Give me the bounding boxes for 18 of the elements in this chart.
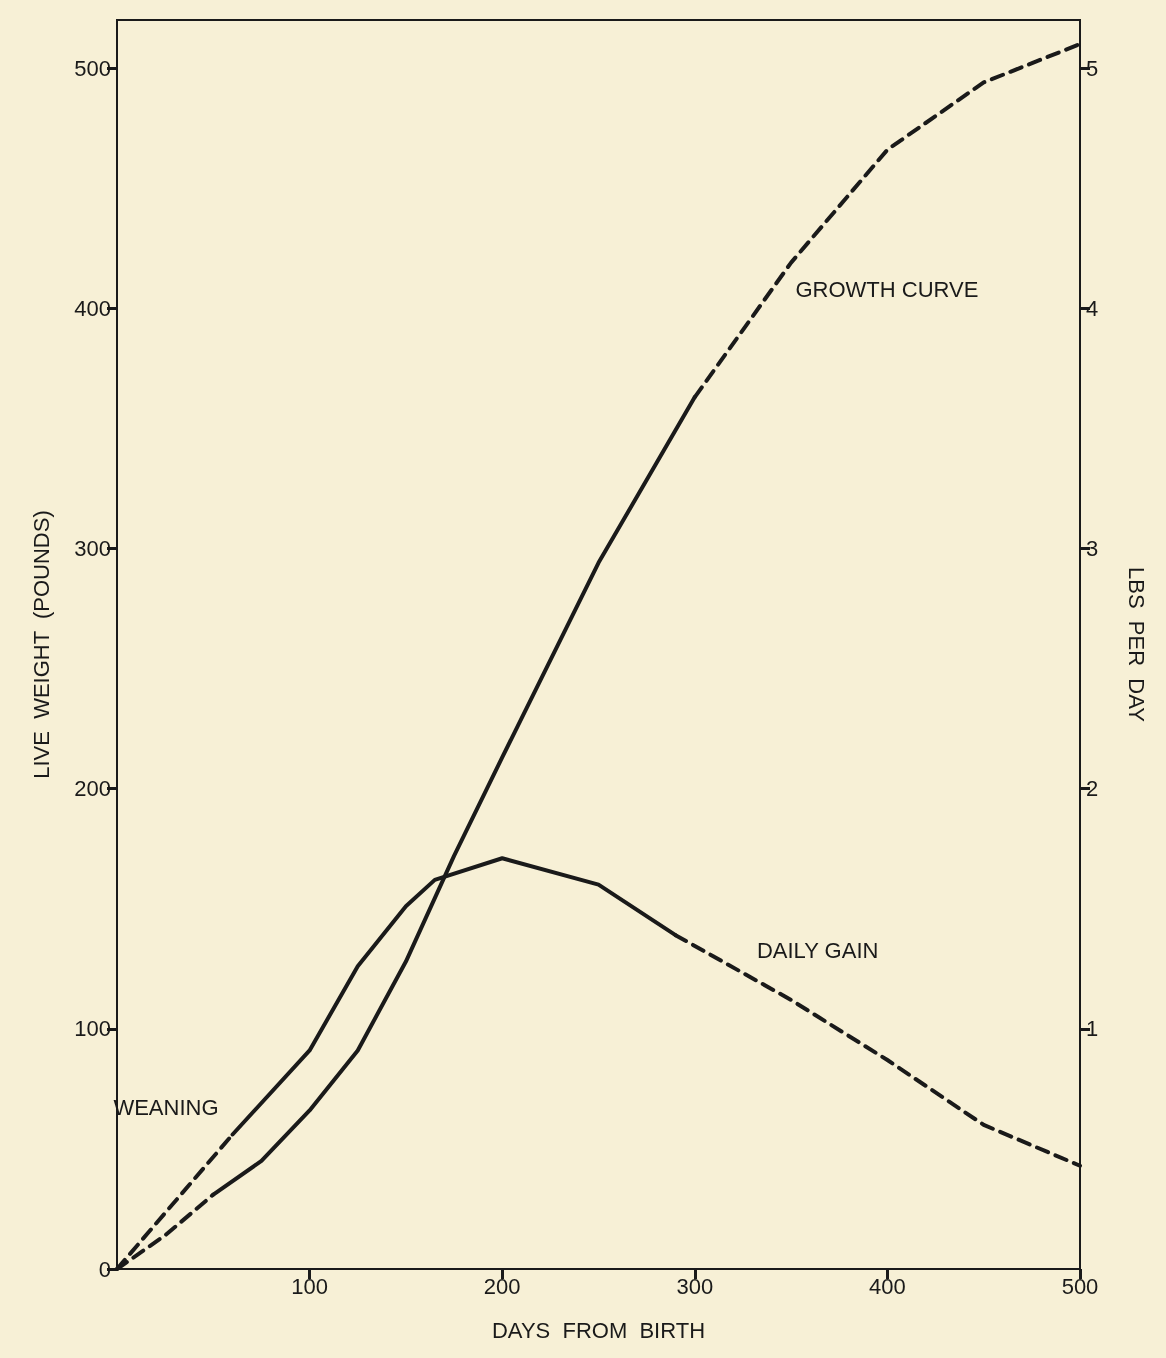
y-tick-label: 200: [74, 776, 111, 802]
x-tick-label: 200: [483, 1273, 521, 1299]
y-tick-label: 100: [74, 1016, 111, 1042]
x-tick-label: 400: [869, 1273, 906, 1299]
x-axis-title: DAYS FROM BIRTH: [491, 1317, 706, 1343]
y-tick-label: 500: [74, 55, 111, 81]
y2-tick-label: 2: [1086, 776, 1099, 802]
annotation: DAILY GAIN: [756, 938, 879, 964]
y2-axis-title: LBS PER DAY: [1123, 567, 1149, 723]
annotation: GROWTH CURVE: [795, 276, 979, 302]
y-axis-title: LIVE WEIGHT (POUNDS): [28, 510, 54, 779]
x-tick-label: 300: [676, 1273, 714, 1299]
y-tick-label: 300: [74, 535, 111, 561]
y2-tick-label: 3: [1086, 535, 1099, 561]
x-tick-label: 500: [1061, 1273, 1099, 1299]
x-tick-label: 100: [291, 1273, 328, 1299]
y-tick-label: 400: [74, 295, 111, 321]
y2-tick-label: 1: [1086, 1016, 1099, 1042]
